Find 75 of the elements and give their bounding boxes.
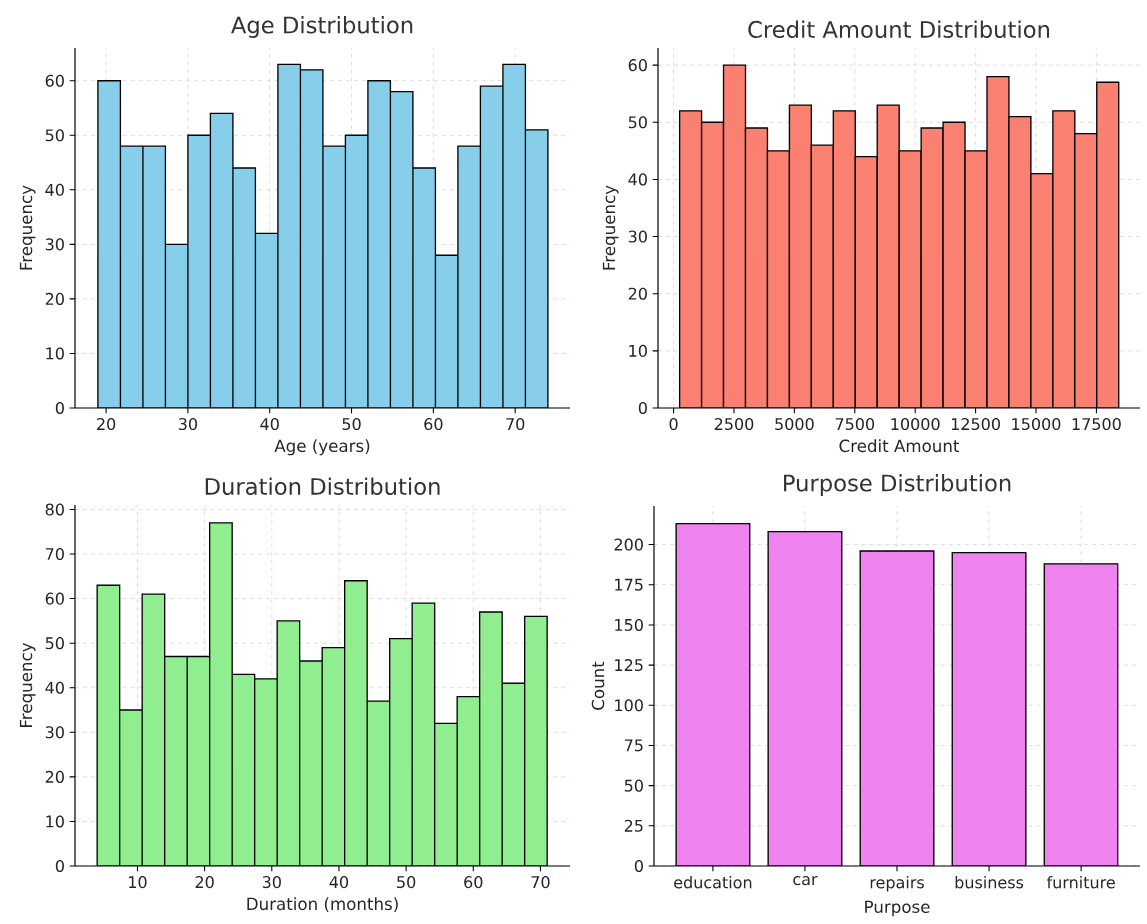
x-tick-label: 10 [129,876,147,889]
bar [1043,563,1119,866]
chart-title: Credit Amount Distribution [748,20,1050,38]
x-tick-label: car [793,876,818,886]
y-tick-label: 40 [45,681,64,694]
y-tick-label: 40 [45,183,64,196]
x-tick-label: 2500 [714,418,754,431]
x-tick-label: furniture [1046,876,1115,889]
x-tick-label: repairs [870,876,924,892]
x-tick-label: 50 [342,418,361,431]
x-tick-label: 50 [397,876,416,889]
x-axis-title: Age (years) [274,439,370,456]
y-tick-label: 0 [55,859,64,873]
x-tick-label: 15000 [1012,418,1061,431]
y-tick-label: 50 [45,637,64,650]
x-tick-label: 7500 [835,418,875,431]
y-axis-title: Frequency [19,185,36,270]
y-tick-label: 10 [46,347,64,360]
x-tick-label: 60 [464,876,483,889]
y-tick-label: 100 [615,699,643,712]
y-tick-label: 175 [615,578,643,591]
y-tick-label: 125 [615,659,643,672]
y-tick-label: 0 [638,401,647,415]
chart-title: Age Distribution [231,16,413,38]
x-tick-label: 30 [178,418,198,431]
x-axis-title: Purpose [865,900,930,917]
y-tick-label: 40 [628,173,647,186]
x-tick-label: 30 [262,876,281,889]
y-tick-label: 30 [45,238,64,251]
y-tick-label: 80 [45,503,64,516]
y-axis-title: Frequency [602,185,619,270]
y-tick-label: 20 [45,292,64,305]
bar [675,523,751,866]
x-tick-label: 17500 [1072,418,1121,431]
y-tick-label: 0 [634,859,643,873]
y-tick-label: 30 [45,726,64,739]
x-tick-label: 40 [260,418,279,431]
bar [951,551,1027,866]
y-tick-label: 10 [629,344,647,357]
x-tick-label: 10000 [891,418,940,431]
y-tick-label: 30 [628,230,647,243]
y-tick-label: 50 [624,779,643,792]
x-tick-label: 5000 [775,418,814,431]
bar [859,550,935,866]
y-tick-label: 20 [45,770,64,783]
x-tick-label: 70 [531,876,550,889]
y-axis-title: Frequency [19,642,36,727]
y-tick-label: 60 [45,592,64,605]
y-tick-label: 60 [628,59,647,72]
y-tick-label: 25 [624,819,643,832]
y-tick-label: 75 [624,739,643,752]
x-tick-label: 20 [195,876,214,889]
bar [767,531,843,866]
chart-title: Purpose Distribution [784,474,1011,496]
y-tick-label: 50 [628,116,647,129]
y-tick-label: 20 [628,287,647,300]
x-tick-label: 60 [424,418,443,431]
y-tick-label: 50 [45,129,64,142]
y-tick-label: 60 [45,74,64,87]
chart-title: Duration Distribution [205,477,440,495]
x-tick-label: 40 [329,876,349,889]
x-tick-label: business [955,876,1024,889]
x-tick-label: 0 [669,418,678,431]
y-tick-label: 10 [46,815,64,828]
y-tick-label: 200 [614,538,643,551]
x-axis-title: Duration (months) [247,897,398,913]
y-tick-label: 0 [55,401,64,415]
y-tick-label: 150 [615,618,643,631]
x-tick-label: 20 [97,418,116,431]
x-tick-label: 70 [506,418,525,431]
x-tick-label: education [674,876,752,889]
y-tick-label: 70 [45,547,64,561]
x-tick-label: 12500 [951,418,1000,431]
x-axis-title: Credit Amount [839,439,960,453]
y-axis-title: Count [591,661,605,710]
